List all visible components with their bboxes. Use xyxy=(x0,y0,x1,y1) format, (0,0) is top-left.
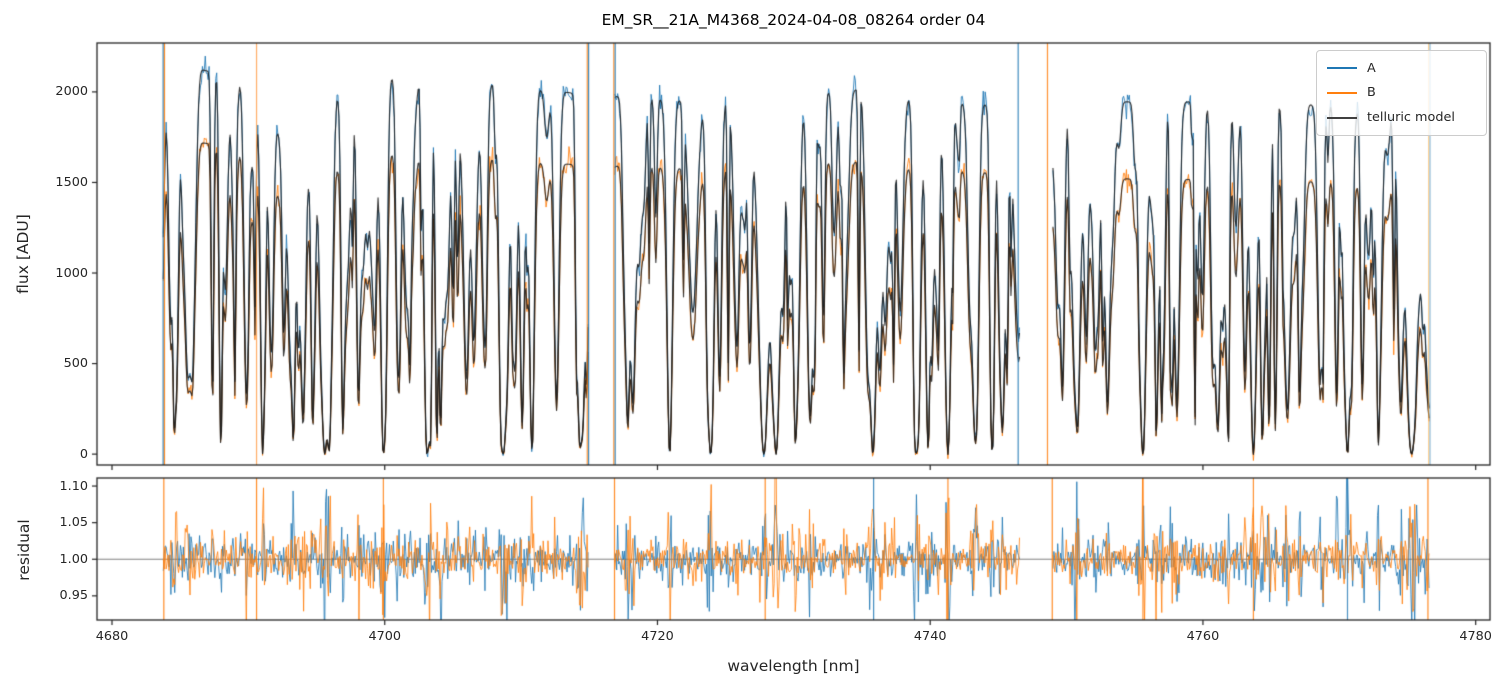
flux-tick-label: 2000 xyxy=(55,84,88,100)
plot-title: EM_SR__21A_M4368_2024-04-08_08264 order … xyxy=(601,11,986,29)
flux-tick-label: 500 xyxy=(63,356,88,372)
flux-axis-label: flux [ADU] xyxy=(14,214,32,294)
x-tick-label: 4740 xyxy=(913,629,947,644)
legend-label-b: B xyxy=(1367,85,1376,101)
series-b-line-swatch xyxy=(1327,91,1357,94)
residual-axis-label: residual xyxy=(15,519,33,581)
series-a-line-swatch xyxy=(1327,67,1357,70)
legend-item-a: A xyxy=(1317,57,1486,79)
x-tick-label: 4720 xyxy=(641,629,674,644)
x-tick-label: 4780 xyxy=(1459,629,1492,644)
residual-tick-label: 1.05 xyxy=(59,515,89,531)
telluric-model-line-swatch xyxy=(1327,116,1357,119)
flux-tick-label: 1000 xyxy=(55,265,88,281)
x-tick-label: 4700 xyxy=(368,629,402,644)
legend-label-telluric: telluric model xyxy=(1367,110,1455,126)
legend-item-b: B xyxy=(1317,82,1486,104)
legend-label-a: A xyxy=(1367,60,1376,76)
legend-item-telluric: telluric model xyxy=(1317,107,1486,129)
residual-tick-label: 0.95 xyxy=(59,588,89,604)
flux-tick-label: 0 xyxy=(79,446,88,462)
residual-tick-label: 1.10 xyxy=(59,478,89,494)
legend: A B telluric model xyxy=(1316,50,1487,136)
residual-tick-label: 1.00 xyxy=(59,551,89,567)
x-axis-label: wavelength [nm] xyxy=(727,657,860,675)
x-tick-label: 4760 xyxy=(1186,629,1220,644)
x-tick-label: 4680 xyxy=(95,629,129,644)
flux-tick-label: 1500 xyxy=(55,174,88,190)
